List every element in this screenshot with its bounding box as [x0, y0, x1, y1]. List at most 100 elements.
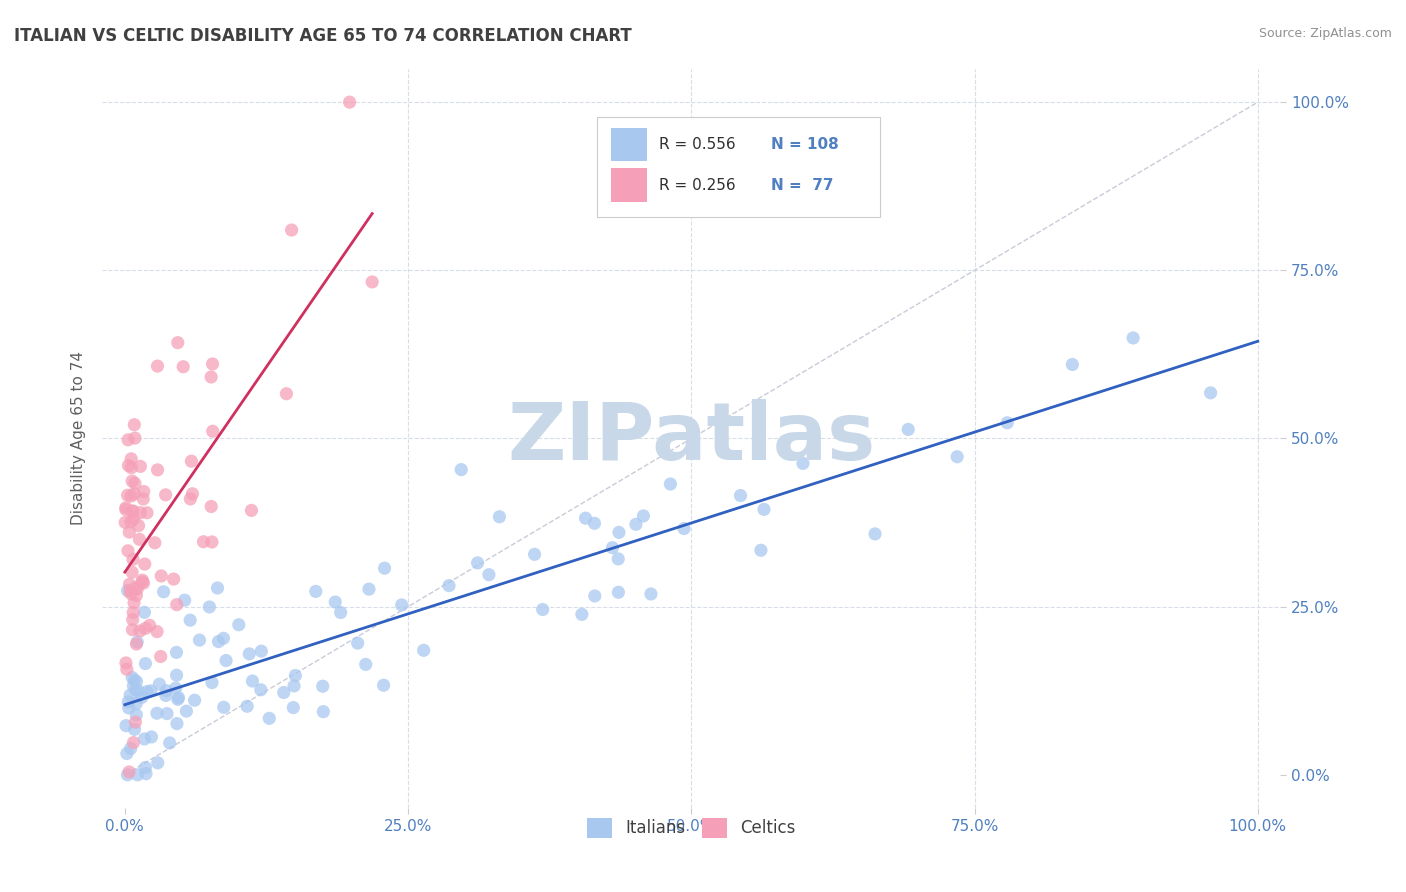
Italians [207, 581, 229, 595]
Celtics [136, 506, 159, 520]
Celtics [117, 544, 139, 558]
Celtics [201, 357, 224, 371]
Italians [156, 706, 179, 721]
Celtics [146, 624, 169, 639]
Italians [215, 654, 238, 668]
Italians [437, 579, 460, 593]
Italians [730, 489, 752, 503]
Italians [167, 690, 190, 705]
Italians [118, 701, 141, 715]
Celtics [122, 606, 145, 620]
Italians [201, 675, 224, 690]
Celtics [134, 557, 156, 571]
Italians [312, 705, 335, 719]
Celtics [124, 431, 146, 445]
Italians [179, 613, 201, 627]
Italians [749, 543, 772, 558]
Celtics [179, 491, 201, 506]
Italians [1062, 358, 1084, 372]
Italians [212, 632, 235, 646]
Celtics [122, 511, 145, 525]
Celtics [124, 715, 146, 730]
Italians [673, 522, 696, 536]
Italians [152, 584, 174, 599]
Italians [863, 527, 886, 541]
Celtics [121, 623, 143, 637]
Italians [173, 593, 195, 607]
Italians [117, 768, 139, 782]
Celtics [134, 621, 156, 635]
Italians [141, 730, 163, 744]
Celtics [339, 95, 361, 110]
Celtics [120, 515, 142, 529]
Italians [633, 508, 655, 523]
Italians [125, 674, 148, 689]
Celtics [125, 637, 148, 651]
Italians [583, 589, 606, 603]
Celtics [276, 386, 298, 401]
Celtics [121, 566, 143, 580]
Celtics [172, 359, 194, 374]
Celtics [150, 569, 173, 583]
Italians [995, 416, 1018, 430]
Celtics [201, 424, 224, 438]
Italians [897, 422, 920, 436]
Text: Source: ZipAtlas.com: Source: ZipAtlas.com [1258, 27, 1392, 40]
Italians [357, 582, 380, 596]
Celtics [166, 598, 188, 612]
Celtics [361, 275, 384, 289]
Italians [124, 673, 146, 688]
Italians [207, 634, 229, 648]
Italians [148, 677, 170, 691]
Italians [166, 716, 188, 731]
Italians [198, 599, 221, 614]
Italians [127, 683, 149, 698]
Celtics [117, 458, 139, 473]
Celtics [122, 596, 145, 610]
Italians [134, 605, 156, 619]
Italians [583, 516, 606, 531]
Italians [188, 633, 211, 648]
Italians [176, 704, 198, 718]
Italians [127, 768, 149, 782]
Celtics [120, 460, 142, 475]
Italians [236, 699, 259, 714]
Text: N =  77: N = 77 [772, 178, 834, 193]
Italians [135, 766, 157, 780]
Text: ZIPatlas: ZIPatlas [508, 400, 876, 477]
Text: N = 108: N = 108 [772, 137, 839, 153]
Italians [571, 607, 593, 622]
Italians [166, 645, 188, 659]
Celtics [280, 223, 302, 237]
Italians [640, 587, 662, 601]
Italians [183, 693, 205, 707]
Italians [250, 682, 273, 697]
Italians [166, 668, 188, 682]
Italians [1199, 385, 1222, 400]
Celtics [146, 463, 169, 477]
Italians [792, 456, 814, 470]
Italians [166, 692, 188, 706]
Italians [165, 681, 187, 695]
Italians [354, 657, 377, 672]
Italians [284, 668, 307, 682]
Celtics [132, 484, 155, 499]
Celtics [118, 577, 141, 591]
Celtics [122, 736, 145, 750]
Celtics [132, 491, 155, 506]
Italians [946, 450, 969, 464]
Italians [124, 682, 146, 697]
FancyBboxPatch shape [598, 117, 880, 217]
Italians [1122, 331, 1144, 345]
Celtics [122, 552, 145, 566]
Celtics [120, 489, 142, 503]
Italians [242, 674, 264, 689]
Celtics [124, 417, 146, 432]
Italians [125, 697, 148, 711]
Celtics [200, 500, 222, 514]
Italians [120, 741, 142, 756]
Italians [346, 636, 368, 650]
Italians [159, 736, 181, 750]
Italians [329, 606, 352, 620]
Italians [212, 700, 235, 714]
